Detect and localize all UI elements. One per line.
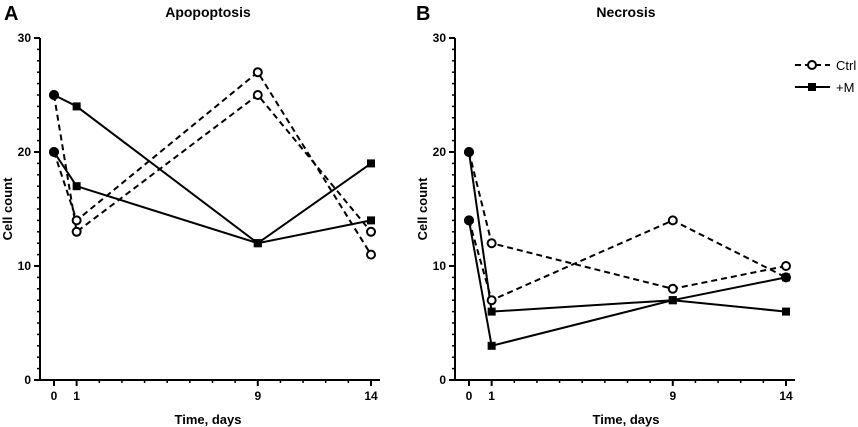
panel-a-data-point-baseline (49, 90, 59, 100)
panel-b-x-axis-label: Time, days (593, 412, 660, 427)
panel-a-y-tick-label: 0 (24, 373, 31, 387)
legend-m-marker (808, 83, 816, 91)
panel-b-y-tick-label: 10 (433, 259, 447, 273)
panel-b-series-line-ctrl-1 (468, 219, 787, 302)
panel-a-x-tick-label: 14 (364, 389, 378, 403)
panel-a-data-point-ctrl (71, 215, 82, 226)
panel-a-series-line-m-3 (53, 151, 372, 245)
panel-a-data-point-m (72, 102, 81, 111)
panel-a-y-tick-label: 30 (18, 31, 32, 45)
panel-b-data-point-baseline (464, 147, 474, 157)
panel-b-data-point-ctrl (486, 295, 497, 306)
panel-b-data-point-ctrl (781, 261, 791, 271)
panel-b-series-line-m-2 (468, 151, 787, 313)
panel-b-data-point-m (487, 341, 496, 350)
panel-a-series-line-ctrl-0 (53, 93, 372, 234)
panel-a-x-axis-label: Time, days (175, 412, 242, 427)
panel-a-data-point-baseline (49, 147, 59, 157)
panel-a-data-point-ctrl (252, 67, 263, 78)
panel-a-data-point-ctrl (71, 226, 82, 237)
legend-ctrl-label: Ctrl (836, 58, 856, 73)
panel-b-plot-area: 0 10 20 30 0 1 9 14 (433, 31, 795, 403)
legend-ctrl-marker (807, 60, 817, 70)
panel-b-series-line-ctrl-0 (468, 151, 787, 290)
panel-a-data-point-ctrl (366, 226, 376, 237)
panel-a-data-point-ctrl (252, 90, 263, 100)
legend: Ctrl +M (795, 58, 856, 95)
panel-a-x-tick-label: 1 (73, 389, 80, 403)
panel-b-data-point-m (782, 273, 790, 282)
panel-b-data-point-m (782, 307, 790, 316)
panel-a-data-point-m (253, 239, 262, 248)
panel-b-y-tick-label: 20 (433, 145, 447, 159)
panel-b-data-point-m (668, 296, 677, 305)
panel-b-title: Necrosis (596, 4, 655, 20)
panel-b-x-tick-label: 1 (488, 389, 495, 403)
panel-a-title: Apopoptosis (165, 4, 251, 20)
legend-item-ctrl: Ctrl (795, 58, 856, 73)
panel-a-data-point-m (72, 182, 81, 191)
panel-a: A Apopoptosis Time, days Cell count 0102… (0, 3, 380, 427)
panel-b-x-tick-label: 9 (669, 389, 676, 403)
panel-b-y-axis-label: Cell count (415, 177, 430, 241)
panel-b-series-line-m-3 (468, 220, 787, 348)
panel-a-data-point-m (367, 159, 375, 168)
panel-a-y-tick-label: 10 (18, 259, 32, 273)
panel-a-x-tick-label: 9 (254, 389, 261, 403)
panel-b-y-tick-label: 30 (433, 31, 447, 45)
panel-a-series-line-m-2 (53, 94, 372, 245)
panel-b-x-tick-label: 0 (466, 389, 473, 403)
panel-b-data-point-ctrl (486, 238, 497, 249)
panel-a-plot-area: 0 10 20 30 0 1 9 14 (18, 31, 380, 403)
legend-item-m: +M (795, 80, 854, 95)
legend-m-label: +M (836, 80, 854, 95)
panel-a-x-tick-label: 0 (51, 389, 58, 403)
panel-b-x-tick-label: 14 (779, 389, 793, 403)
panel-a-data-point-m (367, 216, 375, 225)
panel-b-y-tick-label: 0 (439, 373, 446, 387)
panel-b-data-point-ctrl (667, 283, 678, 294)
panel-b-data-point-m (487, 307, 496, 316)
panel-letter-a: A (4, 3, 18, 25)
panel-b-data-point-ctrl (667, 215, 678, 226)
panel-a-data-point-ctrl (366, 249, 376, 260)
panel-b-data-point-baseline (464, 215, 474, 226)
panel-a-y-tick-label: 20 (18, 145, 32, 159)
panel-b: B Necrosis Time, days Cell count 0102030… (415, 3, 795, 427)
panel-a-y-axis-label: Cell count (0, 177, 15, 241)
panel-a-series-line-ctrl-1 (53, 70, 372, 256)
panel-letter-b: B (416, 3, 430, 25)
